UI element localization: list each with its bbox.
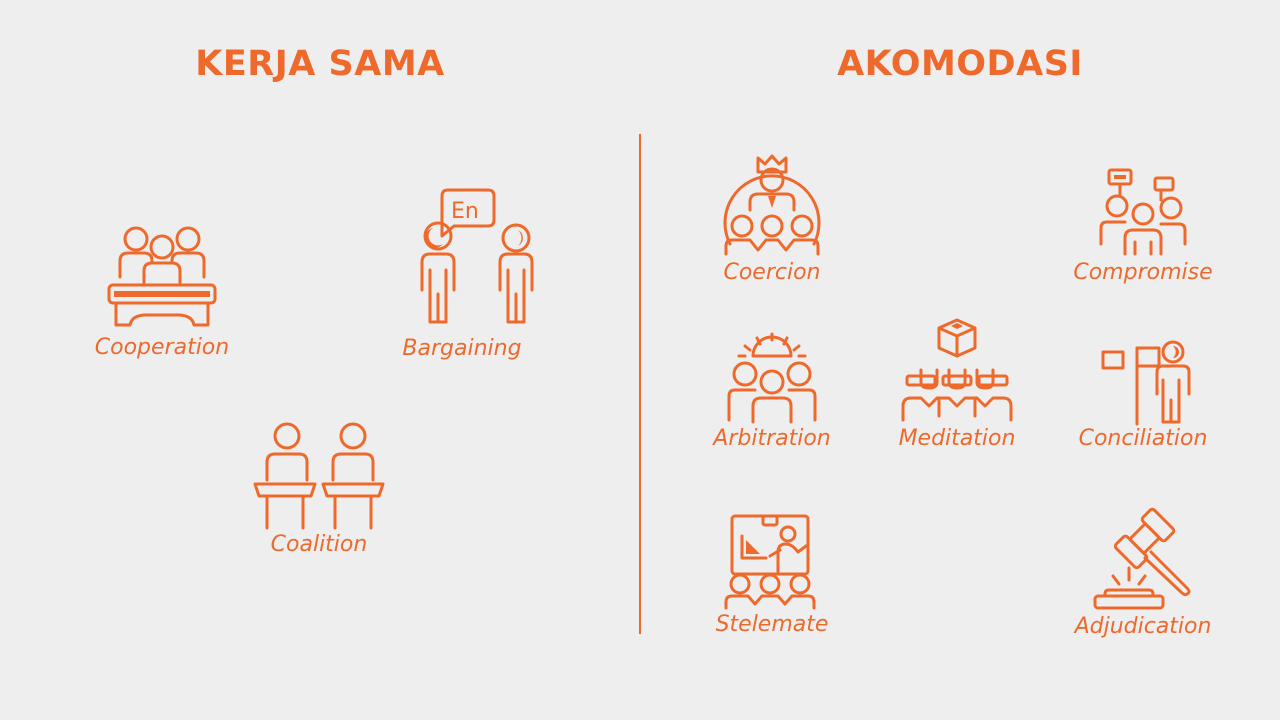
adjudication-label: Adjudication <box>1074 614 1212 639</box>
coalition-label: Coalition <box>270 532 368 557</box>
conciliation-icon <box>1101 340 1191 426</box>
stelemate-item: Stelemate <box>672 512 872 638</box>
akomodasi-heading: AKOMODASI <box>837 44 1083 84</box>
adjudication-item: Adjudication <box>1043 506 1243 640</box>
coalition-item: Coalition <box>219 420 419 558</box>
coercion-icon <box>723 154 821 256</box>
compromise-label: Compromise <box>1073 260 1213 285</box>
bargaining-label: Bargaining <box>402 336 522 361</box>
conciliation-label: Conciliation <box>1078 426 1208 451</box>
meditation-item: Meditation <box>857 316 1057 452</box>
coalition-icon <box>253 422 385 530</box>
stelemate-label: Stelemate <box>715 612 829 637</box>
cooperation-icon <box>107 226 217 327</box>
compromise-icon <box>1099 168 1187 256</box>
arbitration-item: Arbitration <box>672 332 872 452</box>
stelemate-icon <box>724 514 816 610</box>
section-divider <box>639 134 641 634</box>
bargaining-item: En Bargaining <box>362 186 562 362</box>
arbitration-label: Arbitration <box>713 426 831 451</box>
bargaining-icon: En <box>420 188 534 324</box>
compromise-item: Compromise <box>1043 166 1243 286</box>
coercion-item: Coercion <box>672 146 872 286</box>
kerja-sama-heading: KERJA SAMA <box>195 44 445 84</box>
cooperation-item: Cooperation <box>62 225 262 361</box>
conciliation-item: Conciliation <box>1043 340 1243 452</box>
meditation-icon <box>901 318 1013 422</box>
meditation-label: Meditation <box>898 426 1016 451</box>
bargaining-bubble-text: En <box>451 199 479 224</box>
coercion-label: Coercion <box>723 260 821 285</box>
arbitration-icon <box>727 332 817 424</box>
cooperation-label: Cooperation <box>94 335 230 360</box>
adjudication-icon <box>1093 507 1191 610</box>
